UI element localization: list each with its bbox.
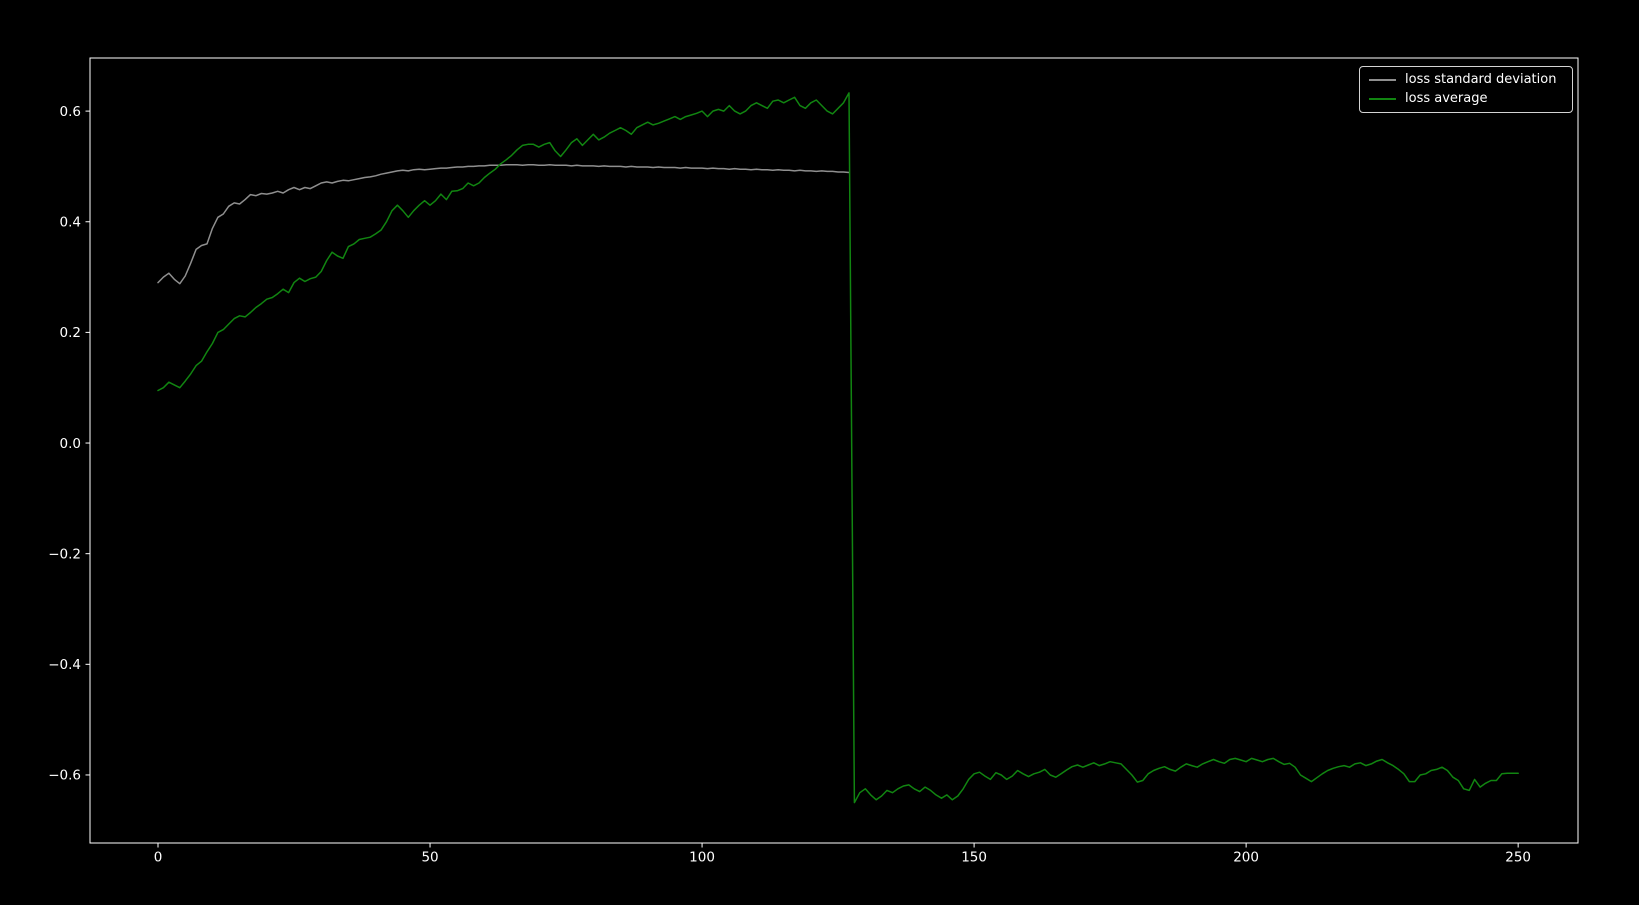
y-tick-label: −0.2 [48,546,81,562]
legend-item-loss-average: loss average [1369,92,1563,106]
x-tick-label: 100 [689,850,715,866]
y-tick-label: −0.4 [48,657,81,673]
legend: loss standard deviation loss average [1359,66,1573,113]
y-tick-label: 0.2 [60,325,81,341]
x-tick-label: 200 [1233,850,1259,866]
x-tick-label: 250 [1505,850,1531,866]
series-line-loss-standard-deviation [157,164,850,285]
legend-label: loss standard deviation [1405,72,1557,87]
legend-item-loss-standard-deviation: loss standard deviation [1369,73,1563,87]
y-tick-label: −0.6 [48,768,81,784]
x-tick-label: 150 [961,850,987,866]
legend-line-swatch-gray [1369,79,1396,81]
y-tick-label: 0.6 [60,104,81,120]
y-tick-label: 0.4 [60,214,81,230]
legend-line-swatch-green [1369,98,1396,100]
legend-label: loss average [1405,91,1488,106]
x-tick-label: 50 [421,850,438,866]
x-tick-label: 0 [154,850,163,866]
plot-border [89,57,1579,844]
series-line-loss-average [157,92,1519,804]
y-tick-label: 0.0 [60,436,81,452]
